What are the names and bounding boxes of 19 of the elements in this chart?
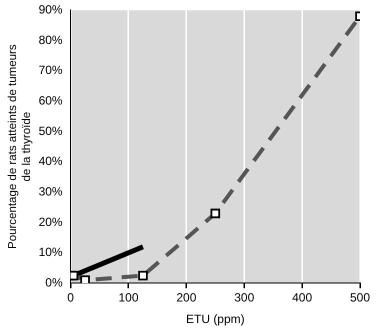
y-axis-title: Pourcentage de rats atteints de tumeurs de la thyroïde <box>7 44 33 249</box>
x-tick-label: 300 <box>234 290 255 305</box>
x-tick-label: 200 <box>176 290 197 305</box>
y-tick-label: 30% <box>38 184 63 199</box>
x-tick-label: 400 <box>292 290 312 305</box>
x-tick-label: 500 <box>350 290 370 305</box>
y-tick-label: 60% <box>38 94 63 108</box>
x-tick-label: 0 <box>67 290 74 305</box>
x-axis-title: ETU (ppm) <box>186 312 245 326</box>
y-tick-label: 50% <box>38 124 63 138</box>
y-tick-label: 10% <box>38 245 63 260</box>
y-tick-label: 80% <box>38 32 63 47</box>
y-tick-label: 90% <box>38 2 63 17</box>
y-tick-label: 20% <box>38 214 63 229</box>
y-tick-label: 0% <box>45 276 63 290</box>
x-tick-label: 100 <box>118 290 139 305</box>
y-tick-label: 70% <box>38 63 63 78</box>
point <box>70 270 78 280</box>
y-tick-label: 40% <box>38 154 63 168</box>
